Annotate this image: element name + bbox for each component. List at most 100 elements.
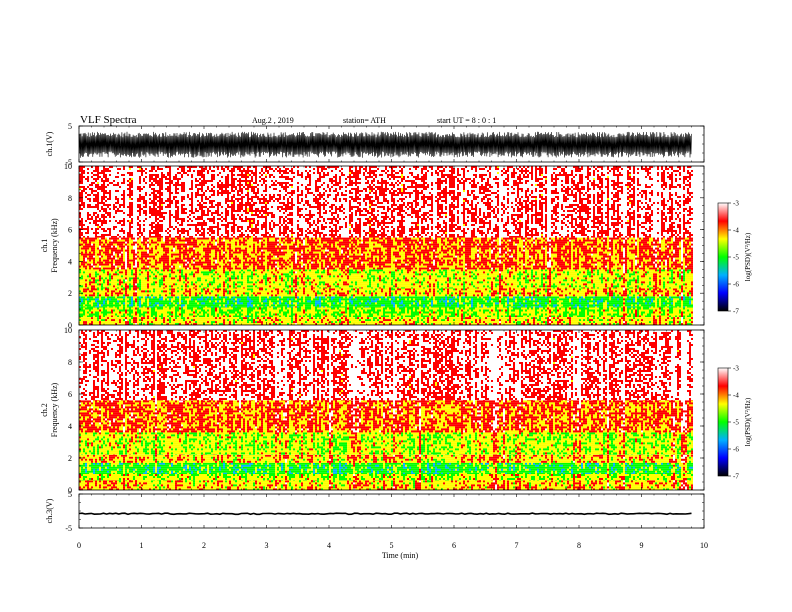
psd-cell [205,308,207,310]
psd-cell [325,312,327,314]
psd-cell [145,288,147,290]
psd-cell [213,298,215,300]
psd-cell [673,296,675,298]
psd-cell [305,300,307,302]
psd-cell [373,314,375,316]
psd-cell [117,304,119,306]
psd-cell [451,302,453,304]
psd-cell [493,296,495,298]
psd-cell [161,300,163,302]
psd-cell [535,321,537,323]
psd-cell [639,321,641,323]
psd-cell [341,312,343,314]
psd-cell [375,321,377,323]
psd-cell [399,319,401,321]
psd-cell [105,321,107,323]
psd-cell [371,319,373,321]
psd-cell [283,306,285,307]
psd-cell [231,304,233,306]
psd-cell [643,306,645,307]
psd-cell [561,321,563,323]
psd-cell [461,317,463,319]
psd-cell [547,312,549,314]
psd-cell [519,312,521,314]
psd-cell [403,317,405,319]
psd-cell [125,298,127,300]
psd-cell [493,316,495,318]
psd-cell [353,312,355,314]
psd-cell [465,300,467,302]
psd-cell [531,300,533,302]
psd-cell [217,300,219,302]
psd-cell [635,312,637,314]
psd-cell [167,316,169,318]
psd-cell [385,302,387,304]
psd-cell [415,308,417,310]
psd-cell [445,317,447,319]
psd-cell [545,302,547,304]
psd-cell [119,321,121,323]
psd-cell [203,292,205,294]
psd-cell [275,298,277,300]
psd-cell [147,321,149,323]
psd-cell [293,316,295,318]
psd-cell [595,298,597,300]
psd-cell [667,314,669,316]
psd-cell [585,302,587,304]
psd-cell [545,316,547,318]
psd-cell [623,319,625,321]
psd-cell [299,298,301,300]
psd-cell [673,319,675,321]
psd-cell [135,298,137,300]
psd-cell [353,304,355,306]
psd-cell [155,300,157,302]
psd-cell [297,296,299,298]
psd-cell [555,321,557,323]
psd-cell [373,316,375,318]
psd-cell [649,298,651,300]
psd-cell [681,310,683,312]
psd-cell [573,321,575,323]
psd-cell [111,296,113,298]
psd-cell [167,296,169,298]
psd-cell [665,314,667,316]
psd-cell [511,302,513,304]
psd-cell [445,308,447,310]
psd-cell [671,312,673,314]
psd-cell [349,319,351,321]
psd-cell [555,317,557,319]
psd-cell [371,316,373,318]
psd-cell [587,296,589,298]
psd-cell [157,292,159,294]
psd-cell [307,314,309,316]
psd-cell [633,296,635,298]
psd-cell [483,316,485,318]
psd-cell [269,306,271,307]
psd-cell [535,312,537,314]
psd-cell [593,312,595,314]
psd-cell [175,306,177,307]
psd-cell [611,310,613,312]
psd-cell [675,304,677,306]
psd-cell [607,302,609,304]
psd-cell [509,300,511,302]
psd-cell [601,317,603,319]
psd-cell [199,306,201,307]
psd-cell [417,317,419,319]
psd-cell [399,300,401,302]
psd-cell [183,319,185,321]
psd-cell [143,310,145,312]
psd-cell [641,312,643,314]
psd-cell [189,316,191,318]
psd-cell [435,314,437,316]
psd-cell [295,310,297,312]
psd-cell [169,316,171,318]
psd-cell [293,321,295,323]
psd-cell [609,298,611,300]
psd-cell [339,314,341,316]
psd-cell [325,316,327,318]
psd-cell [95,321,97,323]
psd-cell [655,312,657,314]
psd-cell [127,298,129,300]
psd-cell [109,310,111,312]
